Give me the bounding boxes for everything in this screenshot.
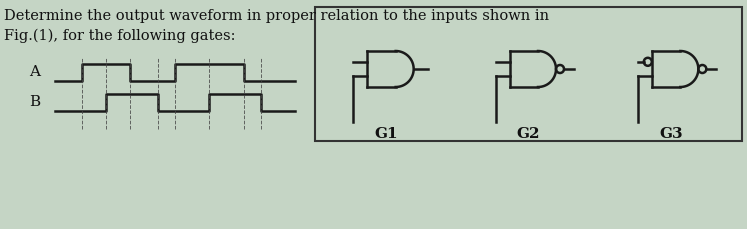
Text: B: B	[29, 95, 40, 109]
Bar	[315, 7, 742, 141]
Text: Fig.(1), for the following gates:: Fig.(1), for the following gates:	[4, 29, 235, 43]
Text: G3: G3	[659, 127, 683, 141]
Text: Determine the output waveform in proper relation to the inputs shown in: Determine the output waveform in proper …	[4, 9, 549, 23]
Text: A: A	[29, 65, 40, 79]
Text: G2: G2	[517, 127, 540, 141]
Text: G1: G1	[374, 127, 398, 141]
